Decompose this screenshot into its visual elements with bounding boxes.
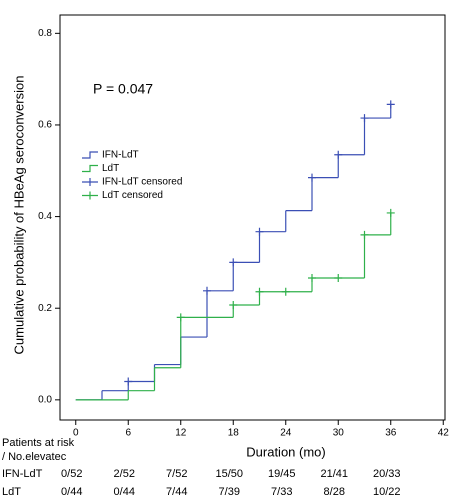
risk-value: 2/52 [114, 468, 135, 480]
y-tick-label: 0.6 [38, 120, 52, 131]
legend-swatch [82, 178, 98, 186]
censor-mark [334, 150, 343, 159]
risk-value: 19/45 [268, 468, 296, 480]
risk-value: 0/44 [114, 486, 135, 498]
risk-value: 7/52 [166, 468, 187, 480]
censor-mark [229, 301, 238, 310]
censor-mark [124, 377, 133, 386]
risk-value: 21/41 [320, 468, 348, 480]
x-tick-label: 0 [73, 428, 79, 439]
legend-swatch [82, 151, 98, 159]
risk-value: 7/44 [166, 486, 187, 498]
risk-value: 20/33 [373, 468, 401, 480]
censor-mark [255, 287, 264, 296]
censor-mark [308, 173, 316, 182]
risk-value: 10/22 [373, 486, 401, 498]
legend-label: IFN-LdT [102, 150, 139, 161]
censor-mark [360, 114, 369, 123]
y-tick-label: 0.0 [38, 394, 52, 405]
legend-label: IFN-LdT censored [102, 177, 182, 188]
risk-title: / No.elevatec [2, 451, 67, 463]
censor-mark [176, 313, 185, 322]
risk-value: 7/33 [271, 486, 292, 498]
x-tick-label: 42 [438, 428, 450, 439]
censor-mark [229, 258, 238, 267]
x-tick-label: 18 [228, 428, 240, 439]
plot-frame [59, 14, 446, 421]
legend-swatch [82, 164, 98, 173]
risk-value: 0/44 [61, 486, 82, 498]
risk-row-label: LdT [2, 486, 21, 498]
x-tick-label: 6 [125, 428, 131, 439]
censor-mark [308, 273, 316, 282]
y-tick-label: 0.4 [38, 211, 52, 222]
censor-mark [203, 286, 211, 295]
y-tick-label: 0.2 [38, 303, 52, 314]
y-axis-label: Cumulative probability of HBeAg seroconv… [11, 76, 26, 355]
y-tick-label: 0.8 [38, 28, 52, 39]
x-tick-label: 12 [175, 428, 187, 439]
legend-label: LdT [102, 163, 119, 174]
risk-value: 8/28 [324, 486, 345, 498]
annotation: P = 0.047 [93, 81, 153, 97]
censor-mark [255, 227, 264, 236]
censor-mark [360, 230, 369, 239]
risk-row-label: IFN-LdT [2, 468, 43, 480]
x-axis-label: Duration (mo) [246, 444, 325, 459]
risk-value: 7/39 [219, 486, 240, 498]
legend-label: LdT censored [102, 190, 163, 201]
x-tick-label: 24 [280, 428, 292, 439]
legend-swatch [82, 191, 98, 200]
risk-value: 15/50 [215, 468, 243, 480]
censor-mark [386, 100, 395, 109]
x-tick-label: 36 [385, 428, 397, 439]
censor-mark [386, 208, 395, 217]
risk-title: Patients at risk [2, 437, 75, 449]
censor-mark [281, 287, 290, 296]
risk-value: 0/52 [61, 468, 82, 480]
x-tick-label: 30 [333, 428, 345, 439]
censor-mark [334, 273, 343, 282]
